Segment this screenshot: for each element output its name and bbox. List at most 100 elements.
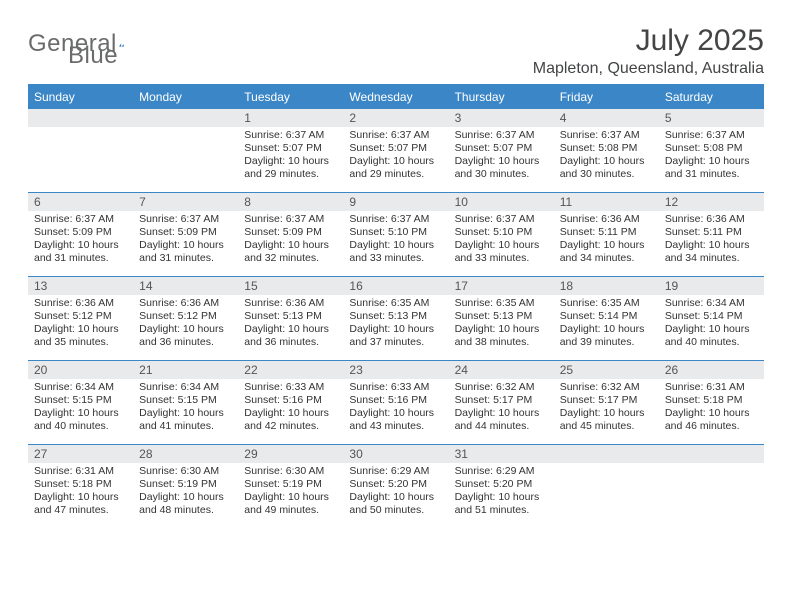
calendar-cell: 14 Sunrise: 6:36 AMSunset: 5:12 PMDayligh… bbox=[133, 276, 238, 360]
calendar-cell: 20Sunrise: 6:34 AMSunset: 5:15 PMDayligh… bbox=[28, 360, 133, 444]
daylight: Daylight: 10 hours and 29 minutes. bbox=[244, 155, 337, 181]
sunrise: Sunrise: 6:34 AM bbox=[34, 381, 127, 394]
calendar-cell: 24Sunrise: 6:32 AMSunset: 5:17 PMDayligh… bbox=[449, 360, 554, 444]
calendar-cell: 28Sunrise: 6:30 AMSunset: 5:19 PMDayligh… bbox=[133, 444, 238, 528]
sunset: Sunset: 5:07 PM bbox=[349, 142, 442, 155]
day-number: 1 bbox=[238, 108, 343, 127]
sunrise: Sunrise: 6:37 AM bbox=[244, 213, 337, 226]
sunset: Sunset: 5:13 PM bbox=[244, 310, 337, 323]
sunset: Sunset: 5:09 PM bbox=[244, 226, 337, 239]
daylight: Daylight: 10 hours and 49 minutes. bbox=[244, 491, 337, 517]
day-details: Sunrise: 6:36 AMSunset: 5:12 PMDaylight:… bbox=[28, 295, 133, 354]
day-details: Sunrise: 6:35 AMSunset: 5:14 PMDaylight:… bbox=[554, 295, 659, 354]
daylight: Daylight: 10 hours and 29 minutes. bbox=[349, 155, 442, 181]
sunset: Sunset: 5:07 PM bbox=[244, 142, 337, 155]
calendar-cell: 30Sunrise: 6:29 AMSunset: 5:20 PMDayligh… bbox=[343, 444, 448, 528]
calendar-cell: 6Sunrise: 6:37 AMSunset: 5:09 PMDaylight… bbox=[28, 192, 133, 276]
sunset: Sunset: 5:13 PM bbox=[455, 310, 548, 323]
sunset: Sunset: 5:10 PM bbox=[455, 226, 548, 239]
day-number: 3 bbox=[449, 108, 554, 127]
daylight: Daylight: 10 hours and 45 minutes. bbox=[560, 407, 653, 433]
calendar-cell: 4Sunrise: 6:37 AMSunset: 5:08 PMDaylight… bbox=[554, 108, 659, 192]
calendar-head: SundayMondayTuesdayWednesdayThursdayFrid… bbox=[28, 86, 764, 108]
sunset: Sunset: 5:17 PM bbox=[560, 394, 653, 407]
day-number: 15 bbox=[238, 276, 343, 295]
sunrise: Sunrise: 6:33 AM bbox=[349, 381, 442, 394]
daylight: Daylight: 10 hours and 44 minutes. bbox=[455, 407, 548, 433]
calendar-week: 13Sunrise: 6:36 AMSunset: 5:12 PMDayligh… bbox=[28, 276, 764, 360]
daylight: Daylight: 10 hours and 42 minutes. bbox=[244, 407, 337, 433]
day-number: 31 bbox=[449, 444, 554, 463]
day-details bbox=[659, 463, 764, 513]
sunrise: Sunrise: 6:37 AM bbox=[244, 129, 337, 142]
daylight: Daylight: 10 hours and 41 minutes. bbox=[139, 407, 232, 433]
day-number: 7 bbox=[133, 192, 238, 211]
sunrise: Sunrise: 6:29 AM bbox=[349, 465, 442, 478]
sunrise: Sunrise: 6:37 AM bbox=[665, 129, 758, 142]
sunset: Sunset: 5:13 PM bbox=[349, 310, 442, 323]
day-details bbox=[554, 463, 659, 513]
day-header: Sunday bbox=[28, 86, 133, 108]
calendar-cell: 5Sunrise: 6:37 AMSunset: 5:08 PMDaylight… bbox=[659, 108, 764, 192]
day-number: 14 bbox=[133, 276, 238, 295]
calendar-cell: 19Sunrise: 6:34 AMSunset: 5:14 PMDayligh… bbox=[659, 276, 764, 360]
calendar-cell: 17Sunrise: 6:35 AMSunset: 5:13 PMDayligh… bbox=[449, 276, 554, 360]
daylight: Daylight: 10 hours and 34 minutes. bbox=[665, 239, 758, 265]
sunset: Sunset: 5:08 PM bbox=[560, 142, 653, 155]
day-number: 28 bbox=[133, 444, 238, 463]
sunset: Sunset: 5:16 PM bbox=[244, 394, 337, 407]
day-details: Sunrise: 6:31 AMSunset: 5:18 PMDaylight:… bbox=[28, 463, 133, 522]
sunset: Sunset: 5:19 PM bbox=[244, 478, 337, 491]
sunset: Sunset: 5:15 PM bbox=[34, 394, 127, 407]
calendar-cell: 8Sunrise: 6:37 AMSunset: 5:09 PMDaylight… bbox=[238, 192, 343, 276]
sunset: Sunset: 5:09 PM bbox=[139, 226, 232, 239]
sunset: Sunset: 5:11 PM bbox=[665, 226, 758, 239]
sunrise: Sunrise: 6:36 AM bbox=[34, 297, 127, 310]
day-details: Sunrise: 6:34 AMSunset: 5:15 PMDaylight:… bbox=[28, 379, 133, 438]
calendar-cell: 26Sunrise: 6:31 AMSunset: 5:18 PMDayligh… bbox=[659, 360, 764, 444]
calendar-cell bbox=[554, 444, 659, 528]
day-number: 27 bbox=[28, 444, 133, 463]
daylight: Daylight: 10 hours and 47 minutes. bbox=[34, 491, 127, 517]
day-number: 21 bbox=[133, 360, 238, 379]
day-details: Sunrise: 6:35 AMSunset: 5:13 PMDaylight:… bbox=[343, 295, 448, 354]
daylight: Daylight: 10 hours and 31 minutes. bbox=[34, 239, 127, 265]
sunrise: Sunrise: 6:35 AM bbox=[455, 297, 548, 310]
sunset: Sunset: 5:11 PM bbox=[560, 226, 653, 239]
sunset: Sunset: 5:18 PM bbox=[34, 478, 127, 491]
calendar-cell: 11Sunrise: 6:36 AMSunset: 5:11 PMDayligh… bbox=[554, 192, 659, 276]
day-number: 9 bbox=[343, 192, 448, 211]
sunrise: Sunrise: 6:32 AM bbox=[560, 381, 653, 394]
daylight: Daylight: 10 hours and 40 minutes. bbox=[34, 407, 127, 433]
daylight: Daylight: 10 hours and 36 minutes. bbox=[139, 323, 232, 349]
calendar-cell: 23Sunrise: 6:33 AMSunset: 5:16 PMDayligh… bbox=[343, 360, 448, 444]
day-number: 29 bbox=[238, 444, 343, 463]
calendar-cell: 12Sunrise: 6:36 AMSunset: 5:11 PMDayligh… bbox=[659, 192, 764, 276]
daylight: Daylight: 10 hours and 32 minutes. bbox=[244, 239, 337, 265]
day-details: Sunrise: 6:30 AMSunset: 5:19 PMDaylight:… bbox=[238, 463, 343, 522]
daylight: Daylight: 10 hours and 31 minutes. bbox=[139, 239, 232, 265]
sunrise: Sunrise: 6:36 AM bbox=[139, 297, 232, 310]
daylight: Daylight: 10 hours and 37 minutes. bbox=[349, 323, 442, 349]
day-details: Sunrise: 6:36 AMSunset: 5:11 PMDaylight:… bbox=[554, 211, 659, 270]
day-details: Sunrise: 6:35 AMSunset: 5:13 PMDaylight:… bbox=[449, 295, 554, 354]
daylight: Daylight: 10 hours and 30 minutes. bbox=[455, 155, 548, 181]
day-number: 11 bbox=[554, 192, 659, 211]
day-details: Sunrise: 6:36 AMSunset: 5:11 PMDaylight:… bbox=[659, 211, 764, 270]
daylight: Daylight: 10 hours and 34 minutes. bbox=[560, 239, 653, 265]
day-number: 26 bbox=[659, 360, 764, 379]
day-details: Sunrise: 6:37 AMSunset: 5:08 PMDaylight:… bbox=[554, 127, 659, 186]
month-title: July 2025 bbox=[533, 24, 764, 58]
daylight: Daylight: 10 hours and 31 minutes. bbox=[665, 155, 758, 181]
sunset: Sunset: 5:07 PM bbox=[455, 142, 548, 155]
calendar-week: 27Sunrise: 6:31 AMSunset: 5:18 PMDayligh… bbox=[28, 444, 764, 528]
calendar-cell: 10Sunrise: 6:37 AMSunset: 5:10 PMDayligh… bbox=[449, 192, 554, 276]
daylight: Daylight: 10 hours and 39 minutes. bbox=[560, 323, 653, 349]
sunset: Sunset: 5:12 PM bbox=[139, 310, 232, 323]
sunset: Sunset: 5:10 PM bbox=[349, 226, 442, 239]
sunset: Sunset: 5:20 PM bbox=[455, 478, 548, 491]
sunset: Sunset: 5:09 PM bbox=[34, 226, 127, 239]
sunset: Sunset: 5:15 PM bbox=[139, 394, 232, 407]
sunset: Sunset: 5:08 PM bbox=[665, 142, 758, 155]
day-details: Sunrise: 6:29 AMSunset: 5:20 PMDaylight:… bbox=[449, 463, 554, 522]
